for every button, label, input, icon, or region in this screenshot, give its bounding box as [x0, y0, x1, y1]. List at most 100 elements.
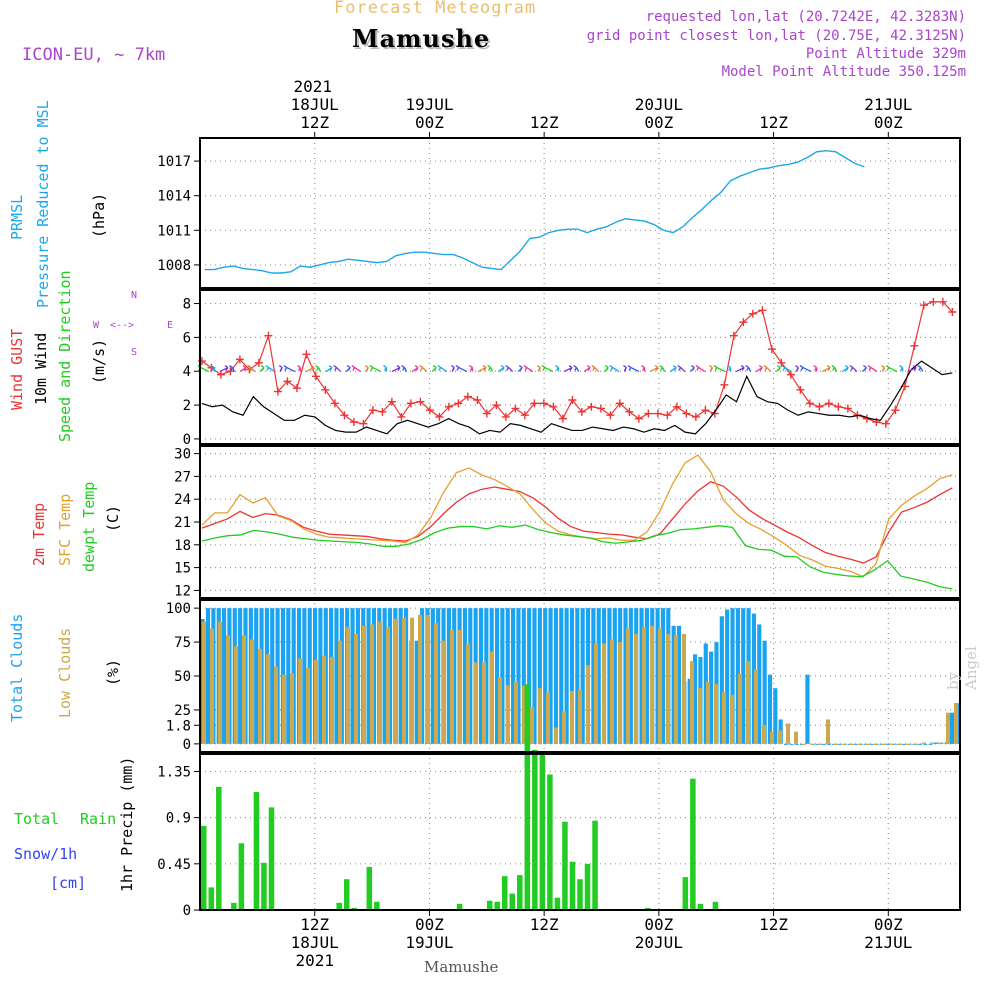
total-cloud-bar	[484, 608, 489, 744]
low-cloud-bar	[858, 743, 862, 745]
gust-marker	[254, 358, 263, 367]
panel-frame	[199, 137, 961, 289]
low-cloud-bar	[930, 742, 934, 744]
low-cloud-bar	[322, 655, 326, 744]
rain-bar	[216, 786, 222, 910]
precip-label-rain: Rain	[80, 810, 117, 828]
total-cloud-bar	[591, 608, 596, 744]
gust-marker	[349, 418, 358, 426]
low-cloud-bar	[282, 674, 286, 744]
gust-marker	[473, 396, 482, 404]
gust-marker	[815, 402, 824, 411]
wind-direction-arrow	[907, 364, 917, 373]
low-cloud-bar	[506, 685, 510, 744]
total-cloud-bar	[302, 608, 307, 744]
gust-marker	[739, 318, 748, 327]
low-cloud-bar	[570, 690, 574, 744]
low-cloud-bar	[722, 692, 726, 744]
y-tick-label: 100	[166, 601, 191, 617]
wind-unit: (m/s)	[90, 338, 108, 384]
y-tick-label: 0.45	[157, 857, 191, 873]
low-cloud-bar	[498, 677, 502, 744]
low-cloud-bar	[362, 625, 366, 744]
gust-marker	[596, 404, 605, 413]
rain-bar	[524, 684, 531, 910]
low-cloud-bar	[794, 731, 798, 744]
wind-direction-arrow	[795, 364, 800, 372]
wind-label-a: Wind GUST	[8, 328, 26, 410]
gust-marker	[701, 406, 710, 415]
wind-label-b: 10m Wind	[32, 332, 50, 405]
total-cloud-bar	[794, 743, 799, 745]
wind-direction-arrow	[419, 364, 428, 372]
rain-bar	[644, 907, 651, 910]
low-cloud-bar	[458, 629, 462, 744]
wind-direction-arrow	[555, 364, 560, 372]
low-cloud-bar	[274, 666, 278, 744]
precip-unit: 1hr Precip (mm)	[118, 756, 136, 892]
cloud-unit: (%)	[104, 658, 122, 686]
low-cloud-bar	[370, 624, 374, 744]
total-cloud-bar	[222, 608, 227, 744]
top-date-label: 18JUL	[291, 95, 339, 114]
low-cloud-bar	[882, 743, 886, 745]
wind-direction-arrow	[219, 364, 229, 373]
gust-marker	[425, 406, 434, 415]
low-cloud-bar	[786, 723, 790, 744]
gust-marker	[682, 409, 691, 418]
low-cloud-bar	[898, 743, 902, 745]
low-cloud-bar	[922, 742, 926, 744]
rain-bar	[456, 903, 463, 910]
total-cloud-bar	[238, 608, 243, 744]
low-cloud-bar	[266, 654, 270, 744]
y-tick-label: 12	[174, 583, 191, 599]
gust-marker	[511, 404, 520, 413]
total-cloud-bar	[719, 616, 724, 744]
total-cloud-bar	[382, 608, 387, 744]
gust-marker	[520, 411, 529, 420]
total-cloud-bar	[703, 643, 708, 744]
wind-direction-arrow	[867, 364, 878, 373]
panel-frame	[199, 289, 961, 445]
total-cloud-bar	[671, 625, 676, 744]
wind-direction-arrow	[709, 364, 714, 372]
total-cloud-bar	[676, 625, 682, 744]
total-cloud-bar	[403, 608, 409, 744]
total-cloud-bar	[923, 743, 928, 745]
total-cloud-bar	[805, 674, 810, 744]
gust-marker	[340, 411, 349, 420]
bottom-date-label: 21JUL	[864, 933, 912, 952]
rain-bar	[366, 866, 373, 910]
low-cloud-bar	[866, 743, 870, 745]
rain-bar	[486, 900, 493, 910]
bottom-date-label: 18JUL	[291, 933, 339, 952]
wind-direction-arrow	[591, 364, 600, 372]
total-cloud-bar	[789, 743, 794, 745]
total-cloud-bar	[687, 678, 692, 744]
gust-marker	[672, 402, 681, 411]
wind-direction-arrow	[411, 364, 419, 373]
total-cloud-bar	[575, 608, 580, 744]
total-cloud-bar	[901, 743, 906, 745]
gust-marker	[416, 397, 425, 406]
wind-direction-arrow	[881, 364, 886, 372]
low-cloud-bar	[554, 727, 558, 744]
gust-marker	[359, 419, 368, 428]
low-cloud-bar	[626, 628, 630, 744]
low-cloud-bar	[394, 619, 398, 744]
rain-bar	[208, 887, 215, 910]
rain-bar	[592, 820, 598, 910]
wind-direction-arrow	[609, 364, 620, 373]
wind-direction-arrow	[755, 364, 763, 373]
total-cloud-bar	[949, 712, 955, 744]
total-cloud-bar	[446, 608, 451, 744]
low-cloud-bar	[906, 743, 910, 745]
low-cloud-bar	[450, 629, 454, 744]
wind-direction-arrow	[813, 364, 818, 372]
pressure-unit: (hPa)	[90, 192, 108, 238]
y-tick-label: 21	[174, 515, 191, 531]
low-cloud-bar	[666, 633, 670, 744]
wind-direction-arrow	[364, 364, 369, 372]
gust-marker	[881, 419, 890, 428]
wind-direction-arrow	[885, 364, 898, 373]
